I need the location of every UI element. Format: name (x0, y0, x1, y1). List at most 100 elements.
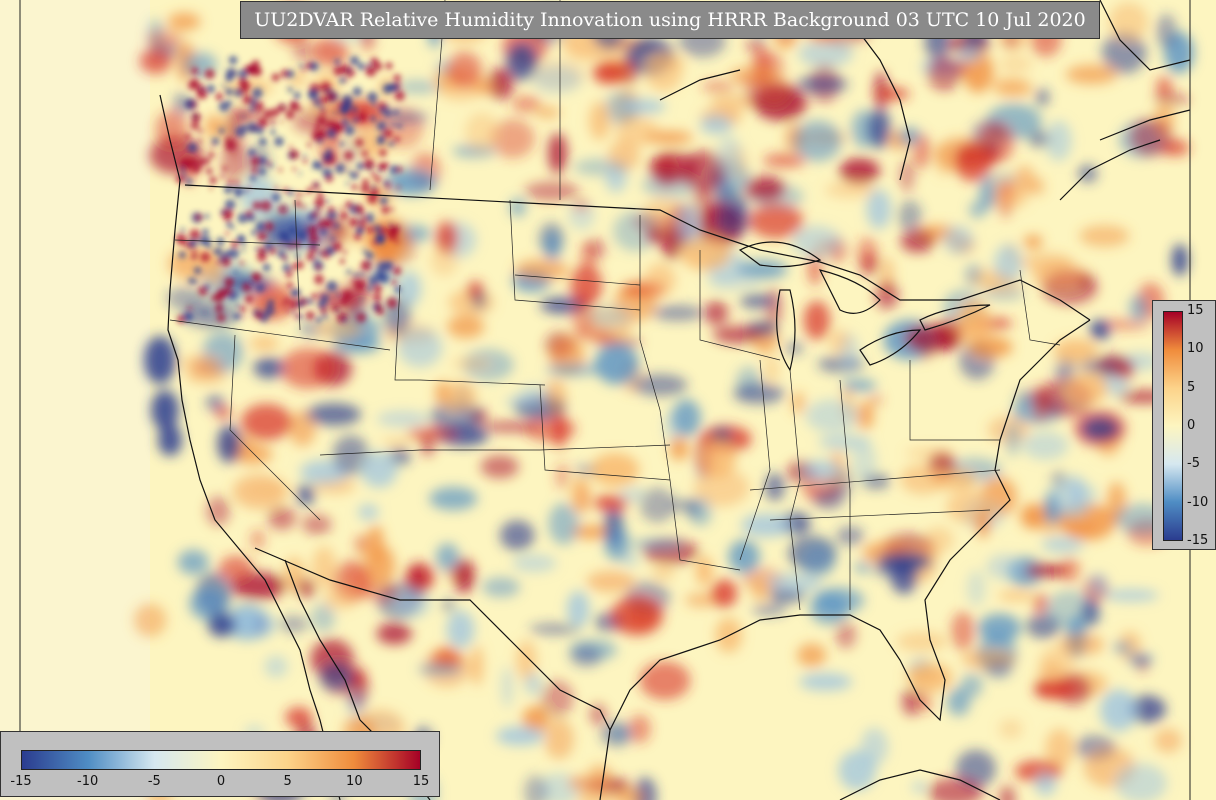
anomaly-blob (1079, 273, 1094, 288)
anomaly-speckle (393, 109, 400, 116)
anomaly-speckle (248, 280, 253, 284)
anomaly-speckle (326, 280, 338, 292)
anomaly-blob (1034, 772, 1057, 796)
anomaly-blob (524, 774, 548, 800)
anomaly-speckle (332, 222, 340, 229)
anomaly-blob (648, 151, 699, 183)
anomaly-speckle (200, 252, 211, 262)
anomaly-blob (592, 495, 629, 511)
anomaly-blob (813, 489, 845, 510)
anomaly-blob (535, 106, 561, 119)
anomaly-speckle (197, 138, 203, 143)
anomaly-speckle (383, 108, 393, 118)
anomaly-blob (1101, 32, 1147, 74)
anomaly-speckle (355, 138, 364, 147)
anomaly-speckle (268, 163, 274, 169)
anomaly-blob (181, 355, 221, 373)
anomaly-speckle (285, 109, 295, 120)
anomaly-blob (752, 603, 788, 616)
anomaly-blob (744, 176, 786, 201)
anomaly-blob (869, 394, 883, 406)
anomaly-speckle (361, 150, 369, 157)
anomaly-speckle (319, 95, 328, 105)
anomaly-blob (744, 81, 800, 110)
anomaly-speckle (264, 305, 275, 316)
anomaly-blob (764, 356, 780, 383)
anomaly-blob (221, 610, 277, 640)
anomaly-blob (1058, 557, 1081, 583)
anomaly-speckle (296, 300, 304, 308)
anomaly-speckle (255, 221, 267, 233)
anomaly-blob (509, 198, 527, 217)
anomaly-speckle (322, 167, 333, 178)
anomaly-speckle (184, 133, 191, 140)
anomaly-speckle (383, 128, 393, 138)
anomaly-blob (805, 399, 859, 433)
anomaly-speckle (339, 141, 345, 147)
anomaly-speckle (255, 126, 265, 135)
anomaly-speckle (215, 247, 223, 255)
anomaly-blob (712, 326, 762, 344)
anomaly-blob (701, 80, 735, 93)
anomaly-blob (365, 583, 400, 603)
anomaly-speckle (290, 103, 297, 110)
anomaly-blob (185, 368, 227, 384)
anomaly-speckle (305, 311, 315, 320)
anomaly-blob (595, 336, 643, 348)
anomaly-blob (505, 396, 533, 407)
anomaly-speckle (334, 111, 338, 115)
colorbar-tick-label: 15 (412, 774, 430, 789)
anomaly-speckle (286, 69, 295, 79)
anomaly-blob (473, 79, 496, 96)
anomaly-speckle (339, 77, 346, 84)
anomaly-speckle (383, 261, 394, 271)
anomaly-speckle (264, 241, 274, 251)
anomaly-speckle (365, 251, 374, 260)
anomaly-speckle (204, 284, 210, 290)
anomaly-blob (728, 539, 760, 574)
anomaly-speckle (258, 246, 266, 255)
anomaly-speckle (385, 62, 393, 70)
anomaly-blob (912, 133, 932, 169)
anomaly-blob (954, 145, 993, 182)
anomaly-blob (943, 225, 973, 254)
anomaly-blob (1067, 372, 1108, 405)
anomaly-blob (155, 110, 188, 148)
anomaly-blob (1041, 536, 1084, 553)
anomaly-speckle (306, 252, 315, 262)
anomaly-speckle (187, 306, 192, 311)
anomaly-speckle (286, 282, 294, 289)
anomaly-speckle (234, 179, 240, 185)
anomaly-speckle (360, 260, 371, 271)
anomaly-blob (739, 293, 775, 309)
anomaly-speckle (187, 142, 198, 153)
anomaly-speckle (271, 73, 280, 82)
anomaly-speckle (376, 137, 385, 146)
anomaly-speckle (373, 224, 382, 233)
anomaly-speckle (354, 204, 364, 213)
anomaly-blob (912, 781, 925, 793)
anomaly-speckle (376, 121, 387, 132)
anomaly-speckle (233, 312, 241, 320)
anomaly-blob (704, 300, 729, 326)
anomaly-blob (376, 410, 430, 427)
anomaly-blob (144, 336, 176, 384)
anomaly-blob (1059, 633, 1105, 656)
anomaly-speckle (315, 316, 322, 323)
anomaly-speckle (352, 279, 357, 283)
anomaly-speckle (337, 102, 342, 107)
anomaly-speckle (277, 103, 287, 113)
anomaly-blob (524, 672, 542, 695)
anomaly-blob (319, 662, 354, 692)
anomaly-speckle (237, 236, 245, 244)
anomaly-blob (490, 119, 535, 159)
anomaly-speckle (314, 124, 320, 130)
anomaly-speckle (299, 63, 304, 69)
anomaly-speckle (333, 137, 337, 142)
anomaly-speckle (184, 98, 195, 110)
anomaly-speckle (271, 192, 281, 202)
anomaly-blob (548, 502, 580, 545)
anomaly-blob (573, 200, 590, 211)
anomaly-speckle (390, 225, 400, 235)
anomaly-blob (296, 484, 315, 506)
